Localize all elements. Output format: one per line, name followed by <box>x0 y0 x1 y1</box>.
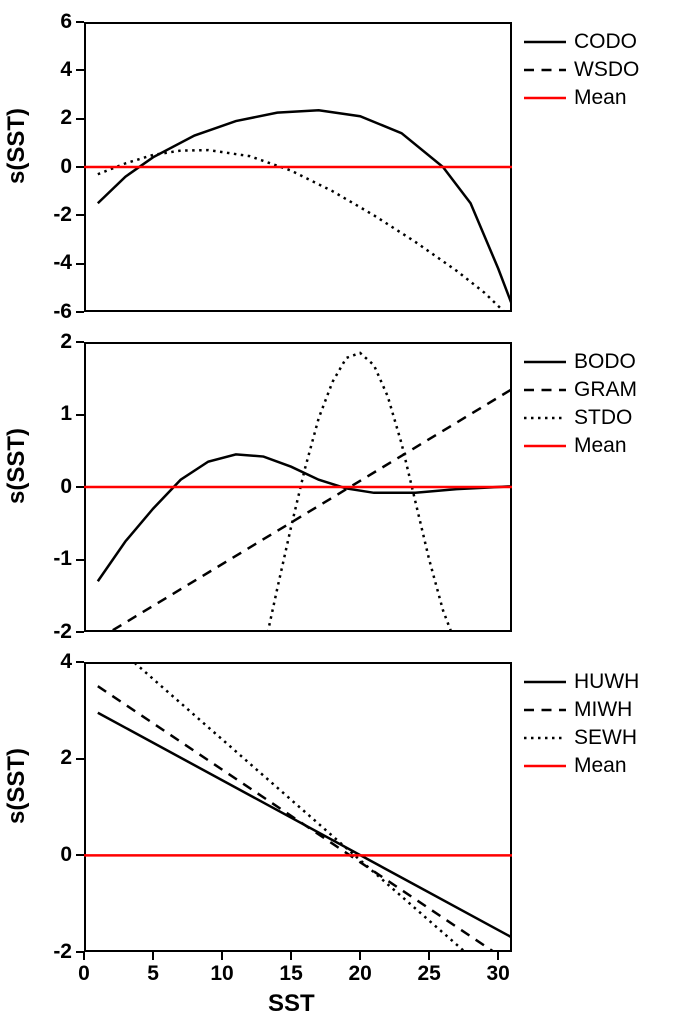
x-tick-label: 15 <box>271 962 311 986</box>
y-tick-label: 0 <box>60 155 72 179</box>
y-tick-label: 4 <box>60 58 72 82</box>
x-tick-label: 20 <box>340 962 380 986</box>
y-tick-label: 2 <box>60 106 72 130</box>
y-tick-mark <box>76 758 84 760</box>
y-tick-mark <box>76 631 84 633</box>
x-tick-label: 0 <box>64 962 104 986</box>
y-tick-label: -2 <box>53 203 72 227</box>
x-tick-label: 5 <box>133 962 173 986</box>
legend-label: MIWH <box>574 698 632 722</box>
legend-item-mean: Mean <box>524 432 637 460</box>
y-tick-label: -6 <box>53 300 72 324</box>
y-tick-label: 2 <box>60 746 72 770</box>
legend-line-icon <box>524 59 566 81</box>
x-tick-label: 30 <box>478 962 518 986</box>
legend-item-codo: CODO <box>524 28 639 56</box>
x-tick-mark <box>221 952 223 960</box>
legend-line-icon <box>524 87 566 109</box>
plot-svg-1 <box>84 22 512 312</box>
legend-line-icon <box>524 379 566 401</box>
legend-label: GRAM <box>574 378 637 402</box>
y-tick-label: 1 <box>60 402 72 426</box>
legend-item-gram: GRAM <box>524 376 637 404</box>
figure-container: -6-4-20246s(SST)CODOWSDOMean-2-1012s(SST… <box>0 0 685 1035</box>
series-gram <box>98 389 512 632</box>
y-tick-label: 2 <box>60 330 72 354</box>
legend-item-bodo: BODO <box>524 348 637 376</box>
y-tick-label: -1 <box>53 547 72 571</box>
legend-line-icon <box>524 407 566 429</box>
series-codo <box>98 110 512 305</box>
y-tick-label: -2 <box>53 620 72 644</box>
legend-3: HUWH MIWH SEWH Mean <box>524 668 639 780</box>
legend-label: Mean <box>574 754 627 778</box>
legend-label: STDO <box>574 406 632 430</box>
y-tick-label: 4 <box>60 650 72 674</box>
x-tick-mark <box>290 952 292 960</box>
y-tick-mark <box>76 214 84 216</box>
x-axis-label: SST <box>268 990 315 1018</box>
x-tick-mark <box>83 952 85 960</box>
x-tick-label: 25 <box>409 962 449 986</box>
y-tick-label: 0 <box>60 843 72 867</box>
y-tick-mark <box>76 69 84 71</box>
legend-item-stdo: STDO <box>524 404 637 432</box>
legend-item-wsdo: WSDO <box>524 56 639 84</box>
legend-label: Mean <box>574 86 627 110</box>
y-tick-mark <box>76 263 84 265</box>
series-miwh <box>98 686 512 952</box>
y-tick-mark <box>76 341 84 343</box>
legend-line-icon <box>524 435 566 457</box>
y-tick-mark <box>76 661 84 663</box>
y-axis-label: s(SST) <box>3 474 31 504</box>
legend-item-mean: Mean <box>524 752 639 780</box>
y-tick-mark <box>76 414 84 416</box>
legend-item-miwh: MIWH <box>524 696 639 724</box>
legend-label: Mean <box>574 434 627 458</box>
legend-line-icon <box>524 755 566 777</box>
x-tick-mark <box>152 952 154 960</box>
legend-item-huwh: HUWH <box>524 668 639 696</box>
legend-label: CODO <box>574 30 637 54</box>
legend-line-icon <box>524 31 566 53</box>
legend-line-icon <box>524 351 566 373</box>
x-tick-label: 10 <box>202 962 242 986</box>
legend-2: BODO GRAM STDO Mean <box>524 348 637 460</box>
y-tick-mark <box>76 559 84 561</box>
y-tick-mark <box>76 166 84 168</box>
y-tick-label: -2 <box>53 940 72 964</box>
plot-svg-3 <box>84 662 512 952</box>
legend-label: HUWH <box>574 670 639 694</box>
y-tick-label: -4 <box>53 251 72 275</box>
y-axis-label: s(SST) <box>3 154 31 184</box>
legend-label: SEWH <box>574 726 637 750</box>
legend-label: BODO <box>574 350 636 374</box>
y-axis-label: s(SST) <box>3 794 31 824</box>
legend-1: CODO WSDO Mean <box>524 28 639 112</box>
legend-item-mean: Mean <box>524 84 639 112</box>
x-tick-mark <box>428 952 430 960</box>
y-tick-mark <box>76 311 84 313</box>
x-tick-mark <box>497 952 499 960</box>
y-tick-label: 6 <box>60 10 72 34</box>
y-tick-mark <box>76 854 84 856</box>
legend-line-icon <box>524 699 566 721</box>
y-tick-mark <box>76 486 84 488</box>
plot-svg-2 <box>84 342 512 632</box>
series-sewh <box>98 662 512 952</box>
y-tick-label: 0 <box>60 475 72 499</box>
x-tick-mark <box>359 952 361 960</box>
legend-line-icon <box>524 671 566 693</box>
y-tick-mark <box>76 21 84 23</box>
legend-line-icon <box>524 727 566 749</box>
legend-item-sewh: SEWH <box>524 724 639 752</box>
legend-label: WSDO <box>574 58 639 82</box>
y-tick-mark <box>76 118 84 120</box>
